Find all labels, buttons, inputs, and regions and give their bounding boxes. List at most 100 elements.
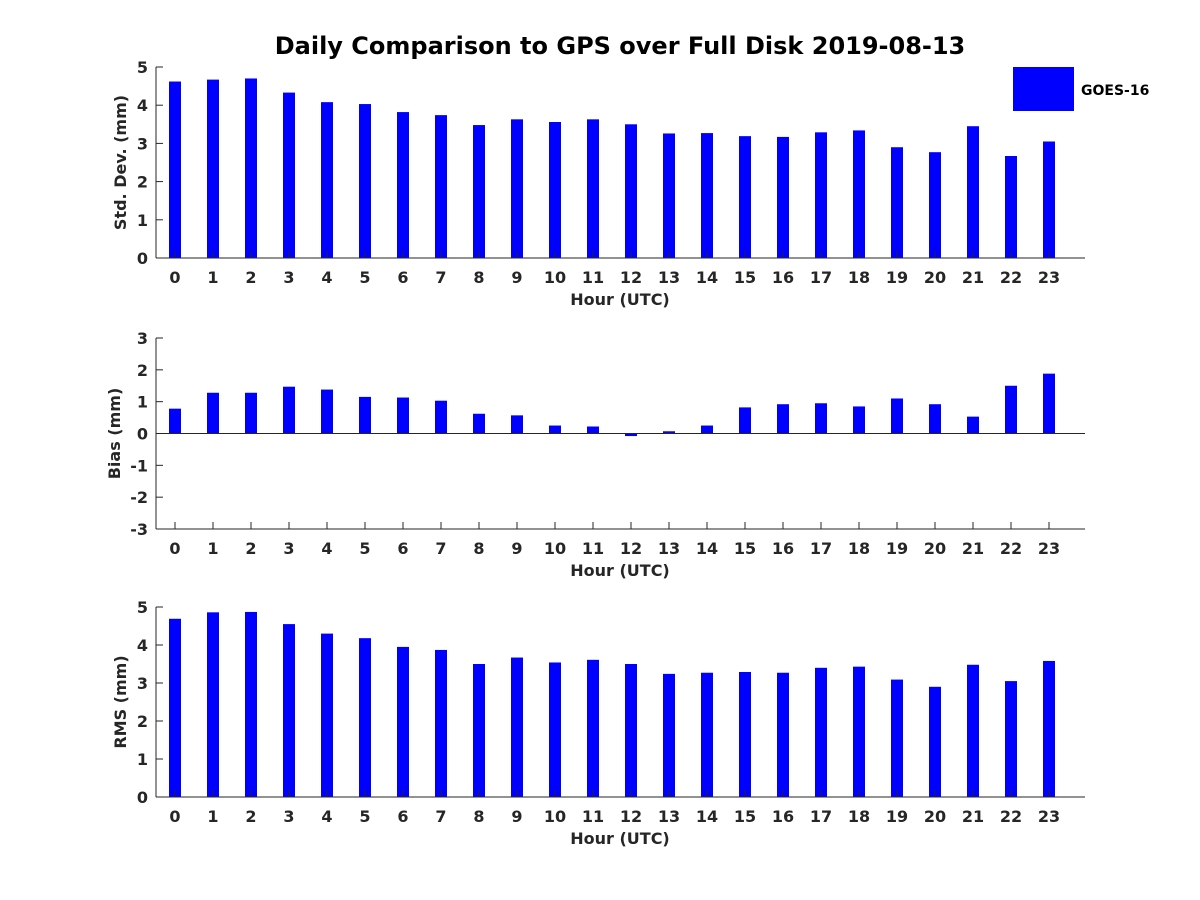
y-tick-label: 5	[137, 58, 148, 77]
x-tick-label: 3	[283, 807, 294, 826]
x-tick-label: 8	[473, 539, 484, 558]
bar	[891, 398, 903, 434]
x-tick-label: 3	[283, 539, 294, 558]
bar	[739, 407, 751, 434]
x-tick-label: 19	[886, 539, 908, 558]
bar	[1005, 156, 1017, 258]
y-tick-label: 5	[137, 598, 148, 617]
x-tick-label: 18	[848, 268, 870, 287]
x-tick-label: 22	[1000, 539, 1022, 558]
bar	[397, 646, 409, 797]
bar	[207, 79, 219, 258]
y-tick-label: 3	[137, 674, 148, 693]
bar	[473, 125, 485, 259]
y-tick-label: 1	[137, 393, 148, 412]
y-tick-label: 3	[137, 329, 148, 348]
y-tick-label: 2	[137, 712, 148, 731]
x-tick-label: 12	[620, 807, 642, 826]
bar	[929, 152, 941, 258]
bar	[815, 667, 827, 797]
bar	[701, 133, 713, 258]
x-tick-label: 10	[544, 539, 566, 558]
x-tick-label: 17	[810, 539, 832, 558]
x-tick-label: 4	[321, 539, 332, 558]
x-tick-label: 6	[397, 268, 408, 287]
x-tick-label: 2	[245, 539, 256, 558]
bar	[739, 136, 751, 258]
x-tick-label: 3	[283, 268, 294, 287]
bar	[853, 406, 865, 434]
bar	[701, 425, 713, 434]
bar	[473, 664, 485, 797]
x-tick-label: 13	[658, 539, 680, 558]
x-tick-label: 10	[544, 268, 566, 287]
x-axis-label: Hour (UTC)	[570, 561, 670, 580]
y-tick-label: -1	[130, 456, 148, 475]
bar	[549, 425, 561, 434]
x-tick-label: 9	[511, 539, 522, 558]
y-tick-label: 0	[137, 788, 148, 807]
x-axis-label: Hour (UTC)	[570, 829, 670, 848]
y-tick-label: -3	[130, 520, 148, 539]
y-tick-label: 2	[137, 173, 148, 192]
x-tick-label: 7	[435, 539, 446, 558]
x-tick-label: 16	[772, 268, 794, 287]
x-axis-label: Hour (UTC)	[570, 290, 670, 309]
x-tick-label: 14	[696, 539, 718, 558]
bar	[245, 611, 257, 797]
bar	[815, 403, 827, 434]
y-tick-label: 0	[137, 425, 148, 444]
bar	[625, 664, 637, 797]
x-tick-label: 20	[924, 268, 946, 287]
bar	[701, 672, 713, 797]
x-tick-label: 19	[886, 807, 908, 826]
bar	[853, 130, 865, 258]
x-tick-label: 15	[734, 268, 756, 287]
x-tick-label: 20	[924, 807, 946, 826]
x-tick-label: 7	[435, 807, 446, 826]
bar	[587, 119, 599, 258]
y-axis-label: Bias (mm)	[105, 388, 124, 480]
x-tick-label: 15	[734, 539, 756, 558]
bar	[283, 386, 295, 434]
bar	[663, 673, 675, 797]
x-tick-label: 18	[848, 807, 870, 826]
y-tick-label: 1	[137, 211, 148, 230]
x-tick-label: 16	[772, 539, 794, 558]
bar	[549, 662, 561, 797]
x-tick-label: 14	[696, 807, 718, 826]
bar	[245, 78, 257, 259]
x-tick-label: 20	[924, 539, 946, 558]
x-tick-label: 13	[658, 807, 680, 826]
bar	[359, 396, 371, 434]
bar	[435, 400, 447, 434]
x-tick-label: 5	[359, 807, 370, 826]
x-tick-label: 11	[582, 268, 604, 287]
x-tick-label: 1	[207, 807, 218, 826]
x-tick-label: 12	[620, 268, 642, 287]
bar	[321, 102, 333, 258]
bar	[967, 126, 979, 259]
bar	[207, 392, 219, 434]
bar	[663, 133, 675, 258]
bar	[435, 649, 447, 797]
bar	[891, 147, 903, 258]
legend-label: GOES-16	[1081, 83, 1149, 99]
bar	[853, 666, 865, 797]
y-tick-label: 4	[137, 96, 148, 115]
bar	[169, 81, 181, 259]
bar	[777, 672, 789, 797]
bar	[397, 397, 409, 434]
bar	[549, 122, 561, 259]
bar	[283, 624, 295, 797]
x-tick-label: 17	[810, 268, 832, 287]
x-tick-label: 5	[359, 268, 370, 287]
x-tick-label: 2	[245, 268, 256, 287]
x-tick-label: 5	[359, 539, 370, 558]
x-tick-label: 23	[1038, 807, 1060, 826]
bar	[1043, 141, 1055, 258]
bar	[473, 413, 485, 434]
